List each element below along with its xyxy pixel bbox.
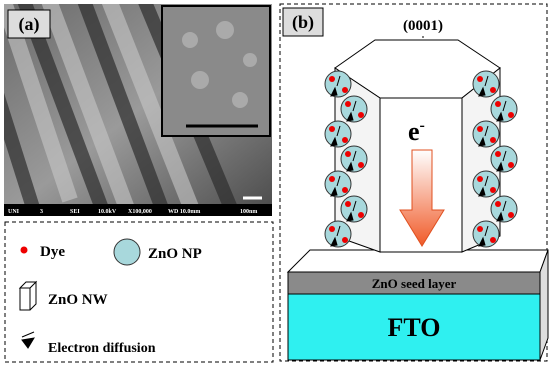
layer-top [288,250,548,272]
dye [477,126,483,132]
electron: e [408,117,420,146]
dye [345,101,351,107]
sem-info-text: WD 10.0mm [168,209,200,215]
dye-icon [21,247,28,254]
dye [490,237,496,243]
diffusion-icon [22,332,34,348]
dye [490,187,496,193]
dye [495,151,501,157]
page: {"panel_a": {"label": "(a)", "sem_info":… [0,0,551,370]
dye [477,176,483,182]
dye [508,212,514,218]
dye [477,76,483,82]
dye [490,137,496,143]
dye [345,151,351,157]
panel-label: (a) [19,14,40,35]
np-icon [114,239,140,265]
dye [490,87,496,93]
figure: UNI3SEI10.0kVX100,000WD 10.0mm100nm (a) … [0,0,551,365]
dye [345,201,351,207]
sem-info-text: 3 [40,209,43,215]
dye [329,176,335,182]
seed-layer-label: ZnO seed layer [372,276,457,291]
dye [342,187,348,193]
legend-text: ZnO NP [148,246,202,262]
dye [329,126,335,132]
dye [358,212,364,218]
dye [342,237,348,243]
sem-info-text: 10.0kV [98,209,117,215]
legend-text: Electron diffusion [48,341,156,356]
dye [342,87,348,93]
sem-info-text: X100,000 [128,209,152,215]
legend-text: Dye [40,244,65,260]
dye [358,162,364,168]
dye [358,112,364,118]
dye [508,112,514,118]
sem-info-text: SEI [70,209,80,215]
inset [162,6,270,136]
dye [329,76,335,82]
dye [495,201,501,207]
dye [342,137,348,143]
legend-text: ZnO NW [48,292,108,308]
facet-label: (0001) [403,18,443,34]
panel-label: (b) [292,12,314,33]
dye [508,162,514,168]
dye [495,101,501,107]
dye [477,226,483,232]
fto-label: FTO [388,313,441,342]
nw-icon [20,282,36,310]
dye [329,226,335,232]
sem-info-text: 100nm [240,209,257,215]
sem-info-text: UNI [8,209,20,215]
electron-charge: - [420,117,425,134]
